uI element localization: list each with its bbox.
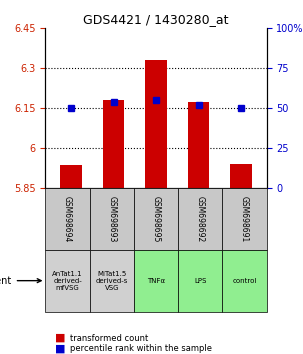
Title: GDS4421 / 1430280_at: GDS4421 / 1430280_at bbox=[83, 13, 229, 26]
FancyBboxPatch shape bbox=[90, 188, 134, 250]
FancyBboxPatch shape bbox=[178, 250, 222, 312]
FancyBboxPatch shape bbox=[134, 250, 178, 312]
Text: TNFα: TNFα bbox=[147, 278, 165, 284]
Text: MiTat1.5
derived-s
VSG: MiTat1.5 derived-s VSG bbox=[96, 271, 128, 291]
Text: ■: ■ bbox=[55, 344, 65, 354]
Text: GSM698693: GSM698693 bbox=[107, 196, 116, 242]
Bar bbox=[188, 102, 209, 188]
FancyBboxPatch shape bbox=[178, 188, 222, 250]
Bar bbox=[60, 165, 82, 188]
Text: control: control bbox=[232, 278, 257, 284]
Text: GSM698692: GSM698692 bbox=[196, 196, 205, 242]
Text: GSM698694: GSM698694 bbox=[63, 196, 72, 242]
FancyBboxPatch shape bbox=[222, 188, 267, 250]
Text: GSM698691: GSM698691 bbox=[240, 196, 249, 242]
Text: transformed count: transformed count bbox=[70, 333, 148, 343]
Bar bbox=[231, 164, 252, 188]
FancyBboxPatch shape bbox=[222, 250, 267, 312]
Bar bbox=[145, 60, 167, 188]
Bar bbox=[103, 100, 124, 188]
FancyBboxPatch shape bbox=[134, 188, 178, 250]
Text: percentile rank within the sample: percentile rank within the sample bbox=[70, 344, 212, 353]
Text: LPS: LPS bbox=[194, 278, 206, 284]
Text: AnTat1.1
derived-
mfVSG: AnTat1.1 derived- mfVSG bbox=[52, 271, 83, 291]
FancyBboxPatch shape bbox=[45, 250, 90, 312]
Text: agent: agent bbox=[0, 276, 41, 286]
Text: ■: ■ bbox=[55, 333, 65, 343]
Text: GSM698695: GSM698695 bbox=[152, 196, 161, 242]
FancyBboxPatch shape bbox=[90, 250, 134, 312]
FancyBboxPatch shape bbox=[45, 188, 90, 250]
